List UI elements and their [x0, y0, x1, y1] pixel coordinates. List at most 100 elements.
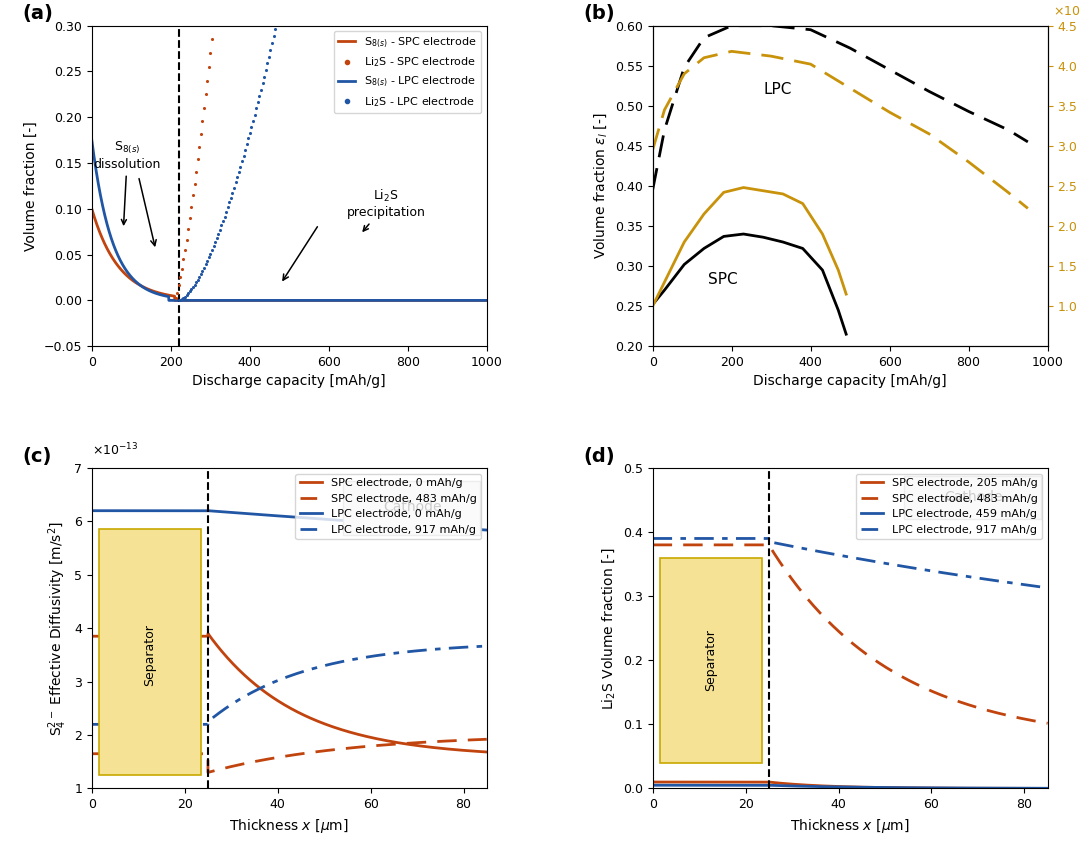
- Point: [191, 270, 208, 284]
- Point: [206, 3, 224, 17]
- Point: [186, 278, 203, 291]
- Point: [170, 279, 187, 292]
- Point: [167, 291, 185, 305]
- Point: [246, 108, 264, 122]
- Point: [172, 271, 189, 285]
- Point: [217, 205, 234, 219]
- Point: [178, 233, 195, 247]
- Point: [195, 101, 213, 115]
- Point: [261, 43, 279, 57]
- Point: [189, 273, 206, 286]
- Point: [240, 132, 257, 146]
- Point: [199, 74, 216, 87]
- Text: (b): (b): [583, 4, 616, 23]
- Point: [233, 154, 251, 168]
- Point: [220, 195, 238, 209]
- Point: [222, 191, 240, 205]
- Point: [267, 22, 284, 36]
- Point: [181, 212, 199, 225]
- Point: [195, 261, 213, 274]
- Point: [175, 253, 192, 267]
- Point: [238, 137, 255, 151]
- Point: [271, 1, 288, 15]
- Y-axis label: Volume fraction $\epsilon_l$ [-]: Volume fraction $\epsilon_l$ [-]: [593, 112, 609, 259]
- Point: [191, 140, 208, 153]
- X-axis label: Thickness $x$ [$\mu$m]: Thickness $x$ [$\mu$m]: [229, 817, 349, 835]
- X-axis label: Thickness $x$ [$\mu$m]: Thickness $x$ [$\mu$m]: [791, 817, 910, 835]
- Point: [192, 267, 210, 281]
- Point: [216, 210, 233, 224]
- Point: [199, 254, 216, 267]
- Legend: SPC electrode, 205 mAh/g, SPC electrode, 483 mAh/g, LPC electrode, 459 mAh/g, LP: SPC electrode, 205 mAh/g, SPC electrode,…: [856, 474, 1042, 539]
- Point: [258, 57, 275, 70]
- Point: [202, 247, 219, 261]
- Point: [206, 236, 224, 249]
- Point: [265, 29, 282, 43]
- Point: [193, 264, 211, 278]
- Point: [256, 69, 273, 83]
- Legend: SPC electrode, 0 mAh/g, SPC electrode, 483 mAh/g, LPC electrode, 0 mAh/g, LPC el: SPC electrode, 0 mAh/g, SPC electrode, 4…: [295, 474, 482, 539]
- Point: [179, 222, 197, 236]
- Text: $\times10^{-13}$: $\times10^{-13}$: [1053, 3, 1080, 19]
- Point: [230, 165, 247, 179]
- Point: [268, 15, 285, 29]
- Point: [213, 219, 230, 232]
- Point: [205, 18, 222, 32]
- Bar: [98, 530, 201, 775]
- Text: SPC: SPC: [707, 273, 738, 287]
- FancyBboxPatch shape: [342, 482, 480, 535]
- Point: [203, 32, 220, 45]
- Text: Li$_2$S
precipitation: Li$_2$S precipitation: [347, 188, 426, 231]
- Point: [200, 60, 217, 74]
- Point: [235, 148, 253, 162]
- Point: [264, 36, 281, 50]
- Point: [172, 293, 189, 307]
- Point: [253, 83, 270, 97]
- Point: [173, 292, 190, 306]
- Legend: S$_{8(s)}$ - SPC electrode, Li$_2$S - SPC electrode, S$_{8(s)}$ - LPC electrode,: S$_{8(s)}$ - SPC electrode, Li$_2$S - SP…: [334, 31, 482, 113]
- Text: (c): (c): [23, 446, 52, 465]
- Point: [203, 243, 220, 257]
- Point: [179, 286, 197, 300]
- Point: [241, 126, 258, 140]
- Point: [226, 181, 243, 195]
- Point: [176, 243, 193, 256]
- Point: [193, 114, 211, 128]
- Point: [202, 46, 219, 60]
- X-axis label: Discharge capacity [mAh/g]: Discharge capacity [mAh/g]: [192, 375, 386, 388]
- Point: [212, 223, 229, 237]
- Point: [227, 176, 244, 189]
- Point: [229, 171, 246, 184]
- Point: [181, 285, 199, 298]
- Point: [205, 239, 222, 253]
- Point: [173, 262, 190, 276]
- Point: [188, 275, 205, 289]
- Point: [178, 288, 195, 302]
- Point: [214, 214, 231, 228]
- Point: [185, 189, 202, 202]
- Point: [257, 63, 274, 77]
- Point: [219, 201, 237, 214]
- Text: LPC: LPC: [764, 81, 792, 97]
- Text: Cathode: Cathode: [383, 500, 442, 514]
- Point: [197, 87, 214, 101]
- Point: [200, 250, 217, 264]
- Point: [208, 231, 226, 245]
- Y-axis label: S$_4^{2-}$ Effective Diffusivity [m/s$^2$]: S$_4^{2-}$ Effective Diffusivity [m/s$^2…: [46, 520, 68, 736]
- Point: [192, 127, 210, 141]
- FancyBboxPatch shape: [904, 476, 1041, 519]
- Point: [224, 186, 241, 200]
- Point: [176, 290, 193, 303]
- Point: [170, 294, 187, 308]
- Text: Separator: Separator: [144, 624, 157, 686]
- Bar: [660, 558, 761, 763]
- Text: Cathode: Cathode: [944, 490, 1002, 505]
- Point: [232, 159, 249, 173]
- Text: S$_{8(s)}$
dissolution: S$_{8(s)}$ dissolution: [94, 139, 161, 225]
- Y-axis label: Li$_2$S Volume fraction [-]: Li$_2$S Volume fraction [-]: [600, 547, 618, 710]
- Point: [197, 257, 214, 271]
- Point: [254, 76, 271, 90]
- Point: [183, 283, 200, 297]
- Point: [183, 200, 200, 213]
- Point: [247, 102, 265, 116]
